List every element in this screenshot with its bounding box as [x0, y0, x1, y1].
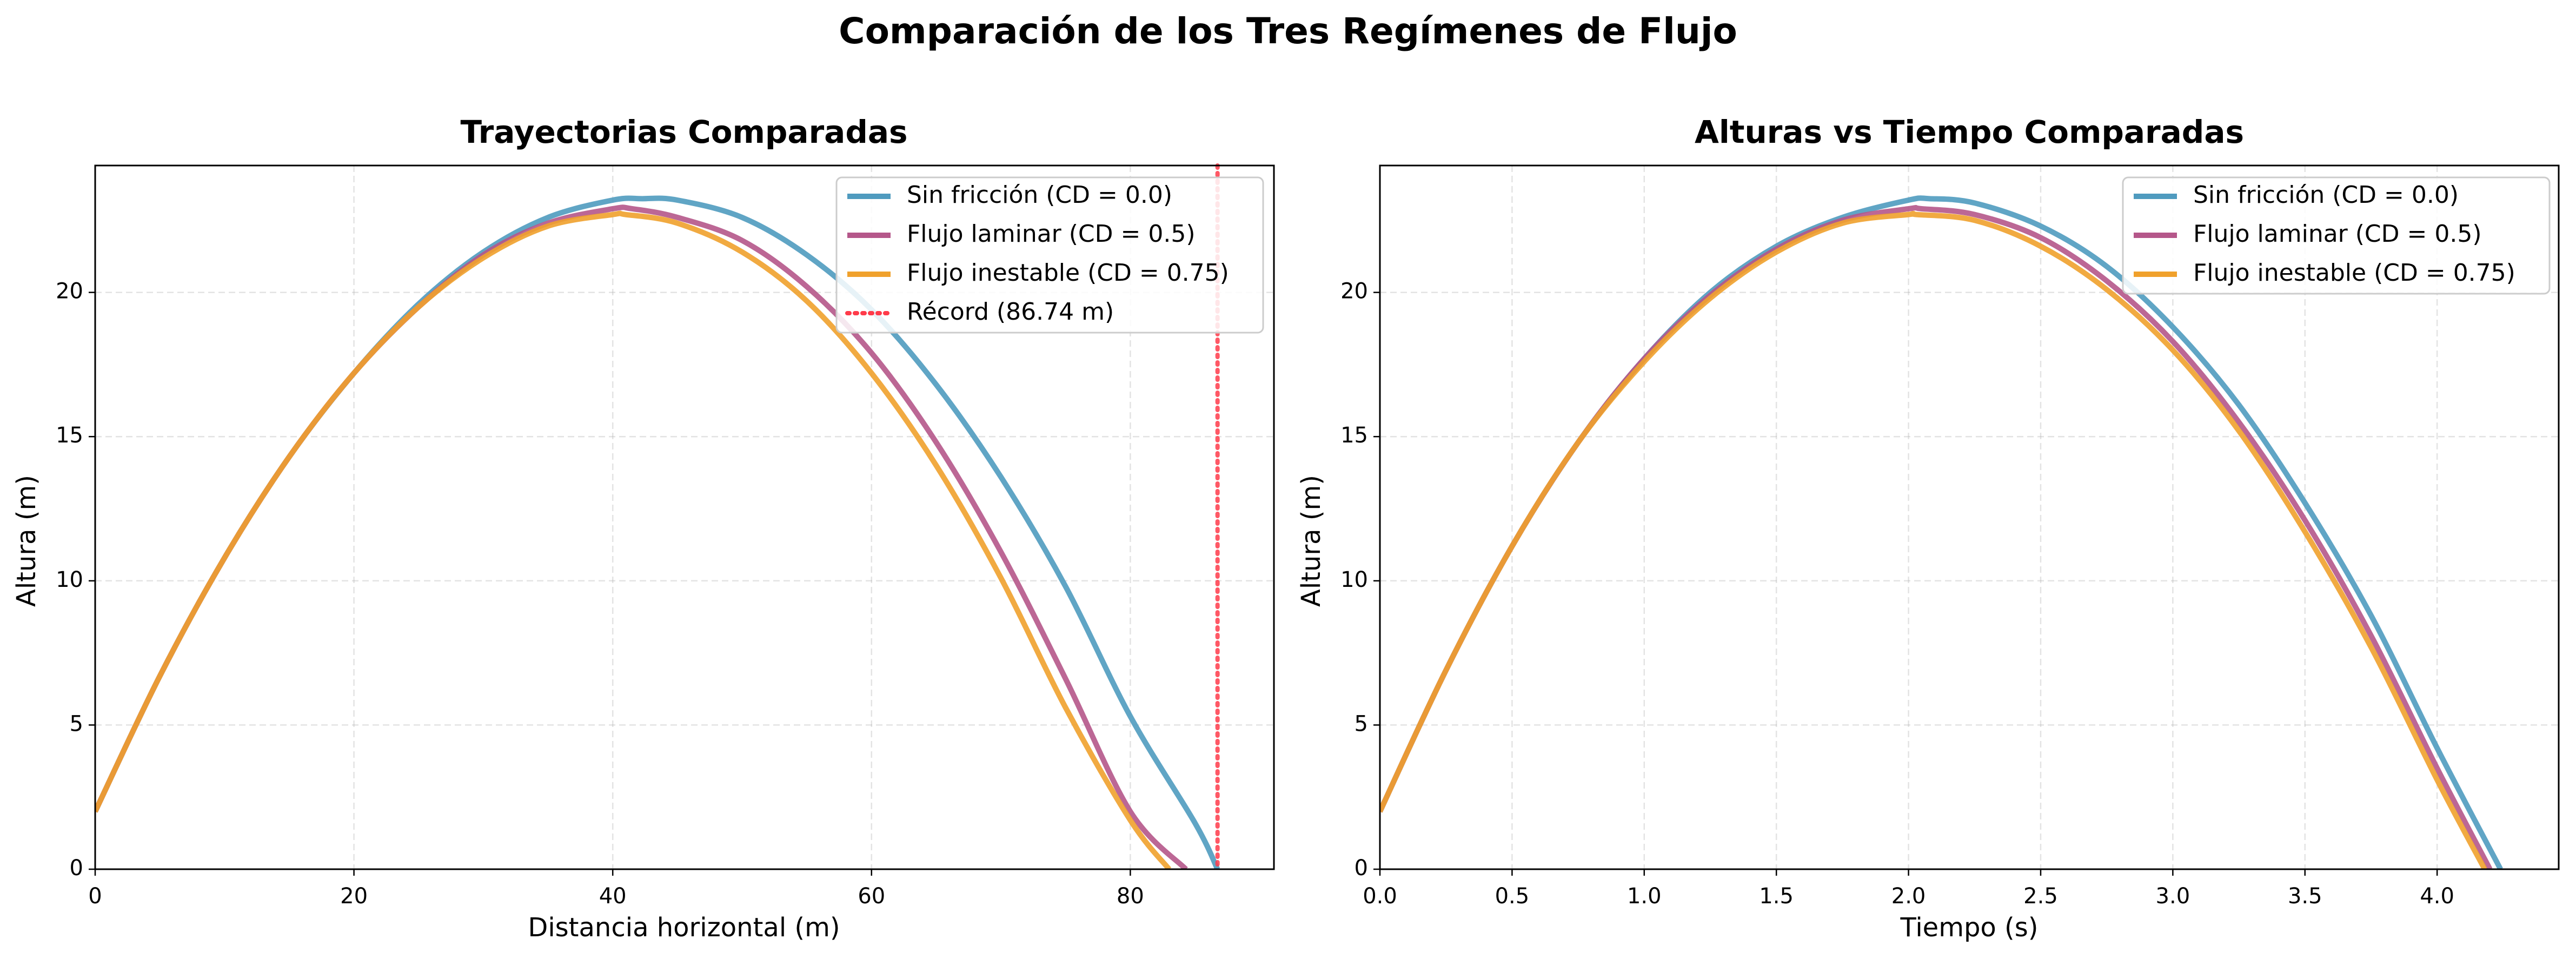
series-line-2	[95, 210, 1172, 869]
series-line-0	[1380, 195, 2503, 869]
y-tick-label: 5	[70, 711, 83, 736]
axes-frame	[1379, 164, 2560, 870]
x-tick-label: 1.5	[1759, 884, 1794, 909]
series-line-1	[1380, 204, 2493, 869]
chart-panel-alturas: Alturas vs Tiempo Comparadas Tiempo (s) …	[1296, 114, 2560, 943]
legend-box	[2122, 176, 2551, 295]
figure-suptitle: Comparación de los Tres Regímenes de Flu…	[839, 10, 1737, 52]
legend-label: Sin fricción (CD = 0.0)	[2193, 181, 2459, 209]
y-tick-label: 10	[56, 567, 83, 592]
y-axis-label: Altura (m)	[11, 475, 42, 607]
x-tick-label: 80	[1117, 884, 1144, 909]
chart-title: Alturas vs Tiempo Comparadas	[1695, 114, 2244, 150]
x-tick-label: 0.0	[1363, 884, 1397, 909]
x-tick-label: 60	[858, 884, 885, 909]
legend-label: Flujo inestable (CD = 0.75)	[2193, 259, 2515, 287]
axes-frame	[94, 164, 1275, 870]
x-tick-label: 0.5	[1495, 884, 1530, 909]
y-axis-label: Altura (m)	[1296, 475, 1326, 607]
chart-title: Trayectorias Comparadas	[460, 114, 907, 150]
x-tick-label: 2.0	[1891, 884, 1926, 909]
series-line-2	[1380, 210, 2487, 869]
y-tick-label: 10	[1340, 567, 1368, 592]
legend-label: Récord (86.74 m)	[907, 298, 1114, 326]
y-tick-label: 5	[1355, 711, 1368, 736]
x-tick-label: 2.5	[2023, 884, 2058, 909]
x-tick-label: 1.0	[1627, 884, 1662, 909]
y-tick-label: 20	[56, 279, 83, 304]
x-tick-label: 40	[599, 884, 627, 909]
x-tick-label: 4.0	[2420, 884, 2454, 909]
x-tick-label: 3.5	[2288, 884, 2322, 909]
x-tick-label: 20	[340, 884, 368, 909]
x-axis-label: Tiempo (s)	[1900, 912, 2038, 943]
x-axis-label: Distancia horizontal (m)	[528, 912, 840, 943]
legend-label: Sin fricción (CD = 0.0)	[907, 181, 1172, 209]
legend-label: Flujo laminar (CD = 0.5)	[907, 220, 1196, 248]
legend-box	[835, 176, 1264, 334]
y-tick-label: 0	[1355, 856, 1368, 881]
y-tick-label: 0	[70, 856, 83, 881]
y-tick-label: 15	[56, 423, 83, 448]
y-tick-label: 20	[1340, 279, 1368, 304]
x-tick-label: 3.0	[2156, 884, 2190, 909]
legend-label: Flujo laminar (CD = 0.5)	[2193, 220, 2482, 248]
chart-panel-trayectorias: Trayectorias Comparadas Distancia horizo…	[11, 114, 1275, 943]
legend-label: Flujo inestable (CD = 0.75)	[907, 259, 1229, 287]
y-tick-label: 15	[1340, 423, 1368, 448]
x-tick-label: 0	[88, 884, 102, 909]
